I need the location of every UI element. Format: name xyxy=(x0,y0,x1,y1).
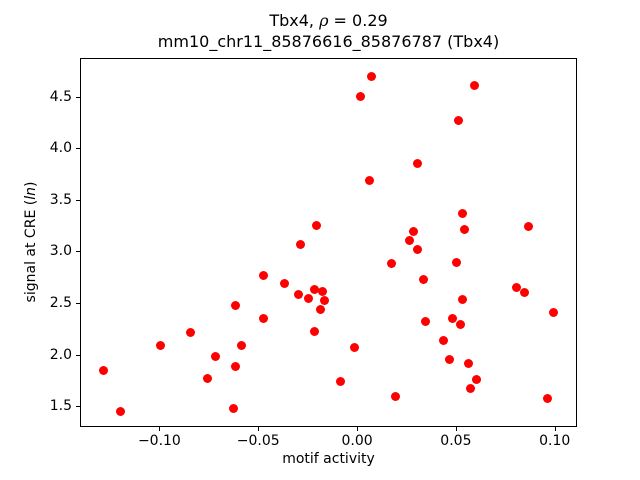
data-point xyxy=(335,376,345,386)
x-tick-mark xyxy=(258,427,260,431)
plot-area xyxy=(80,58,577,427)
chart-title-block: Tbx4, ρ = 0.29 mm10_chr11_85876616_85876… xyxy=(80,10,577,52)
data-point xyxy=(472,374,482,384)
data-point xyxy=(231,362,240,372)
chart-subtitle: mm10_chr11_85876616_85876787 (Tbx4) xyxy=(157,32,500,51)
y-tick-mark xyxy=(76,148,80,150)
data-point xyxy=(519,288,529,298)
data-point xyxy=(523,222,533,232)
data-point xyxy=(318,287,327,297)
chart-title: Tbx4, ρ = 0.29 xyxy=(80,10,577,31)
chart-title-prefix: Tbx4, xyxy=(269,11,320,30)
data-point xyxy=(203,373,213,383)
data-point xyxy=(452,258,462,268)
data-point xyxy=(116,406,126,416)
y-tick-label: 2.0 xyxy=(49,346,72,363)
y-tick-label: 4.0 xyxy=(49,140,72,157)
data-point xyxy=(466,384,476,393)
data-point xyxy=(418,274,428,284)
data-point xyxy=(408,227,418,237)
data-point xyxy=(316,304,325,314)
data-point xyxy=(412,244,422,254)
data-point xyxy=(448,313,458,323)
data-point xyxy=(296,239,306,249)
data-point xyxy=(458,295,468,305)
x-axis-label: motif activity xyxy=(282,451,375,467)
data-point xyxy=(304,294,314,304)
data-point xyxy=(258,313,268,323)
data-point xyxy=(237,340,246,350)
y-tick-label: 1.5 xyxy=(49,398,72,415)
y-tick-mark xyxy=(76,406,80,408)
y-tick-mark xyxy=(76,354,80,356)
data-point xyxy=(543,394,553,404)
data-point xyxy=(549,307,559,317)
data-point xyxy=(438,335,448,345)
data-point xyxy=(280,278,290,288)
data-point xyxy=(355,92,365,102)
data-point xyxy=(310,327,320,337)
y-axis-label-suffix: ) xyxy=(23,181,39,188)
x-tick-mark xyxy=(357,427,359,431)
data-point xyxy=(231,300,240,310)
x-tick-mark xyxy=(554,427,556,431)
y-tick-label: 3.5 xyxy=(49,191,72,208)
data-point xyxy=(229,403,239,413)
data-point xyxy=(420,317,430,326)
data-point xyxy=(470,80,480,90)
data-point xyxy=(511,283,521,292)
data-point xyxy=(367,71,377,81)
data-point xyxy=(460,225,470,235)
data-point xyxy=(456,320,466,330)
y-tick-label: 3.0 xyxy=(49,243,72,260)
data-point xyxy=(464,359,474,369)
data-point xyxy=(412,159,422,169)
y-axis-label-italic: ln xyxy=(23,187,39,200)
chart-title-suffix: = 0.29 xyxy=(328,11,388,30)
data-point xyxy=(387,259,397,269)
y-tick-mark xyxy=(76,96,80,98)
y-tick-label: 4.5 xyxy=(49,88,72,105)
x-tick-label: 0.05 xyxy=(440,433,472,449)
data-point xyxy=(98,365,108,375)
x-tick-label: −0.05 xyxy=(236,433,280,449)
x-tick-label: 0.00 xyxy=(341,433,373,449)
rho-symbol: ρ xyxy=(319,11,329,30)
data-point xyxy=(258,270,268,280)
data-point xyxy=(454,115,464,125)
data-point xyxy=(349,342,359,352)
data-point xyxy=(391,392,401,402)
data-point xyxy=(310,285,320,294)
data-point xyxy=(320,296,329,306)
y-tick-mark xyxy=(76,199,80,201)
data-point xyxy=(185,328,195,338)
data-point xyxy=(458,208,468,218)
y-axis-label: signal at CRE (ln) xyxy=(23,182,39,303)
data-point xyxy=(211,352,221,362)
data-point xyxy=(365,175,375,185)
y-tick-mark xyxy=(76,251,80,253)
data-point xyxy=(444,355,454,365)
y-tick-mark xyxy=(76,303,80,304)
x-tick-label: 0.10 xyxy=(539,433,571,449)
x-tick-label: −0.10 xyxy=(137,433,181,449)
x-tick-mark xyxy=(159,427,161,431)
data-point xyxy=(312,221,322,231)
data-point xyxy=(404,235,414,245)
data-point xyxy=(294,290,304,300)
x-tick-mark xyxy=(455,427,457,431)
data-point xyxy=(155,340,165,350)
y-axis-label-prefix: signal at CRE ( xyxy=(23,199,39,303)
y-tick-label: 2.5 xyxy=(49,295,72,311)
